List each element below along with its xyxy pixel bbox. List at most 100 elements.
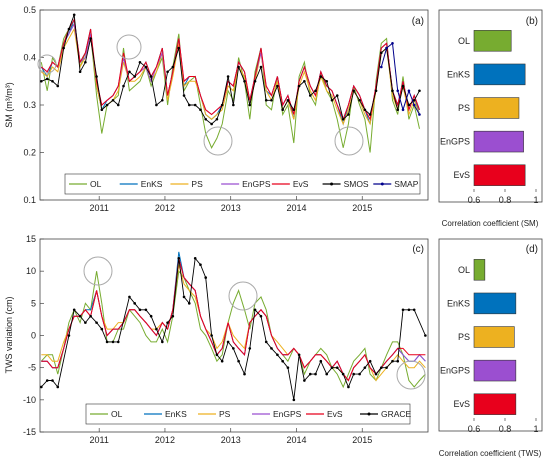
y-tick-label: -10 <box>23 395 36 405</box>
data-point-smos <box>368 113 372 116</box>
x-tick-label: 2013 <box>221 203 241 213</box>
y-tick-label: 0.1 <box>23 195 36 205</box>
data-point-smos <box>276 84 279 88</box>
data-point-grace <box>67 334 71 337</box>
data-point-smap <box>380 65 383 69</box>
data-point-smos <box>380 51 383 55</box>
data-point-grace <box>341 372 345 376</box>
data-point-grace <box>412 308 416 312</box>
data-point-smos <box>210 122 213 126</box>
data-point-grace <box>78 314 82 318</box>
legend-c <box>85 403 411 425</box>
data-point-smos <box>215 117 219 121</box>
highlight-circle <box>396 360 426 390</box>
data-point-smos <box>193 103 197 107</box>
data-point-smos <box>182 94 186 97</box>
bar-enks <box>473 63 526 86</box>
data-point-smos <box>116 103 120 107</box>
data-point-smos <box>297 84 301 88</box>
panel-b-sm-correlation: OL EnKS PS EnGPS EvS 0.6 0.8 1 (b) Correlation … <box>438 9 543 228</box>
bar-ol <box>473 259 486 281</box>
data-point-grace <box>149 314 153 318</box>
x-tick-label: 2013 <box>221 435 241 445</box>
data-point-smap <box>396 89 400 93</box>
data-point-grace <box>72 308 76 312</box>
x-tick-label: 2011 <box>90 435 109 445</box>
data-point-grace <box>166 321 169 324</box>
data-point-grace <box>138 308 142 312</box>
data-point-grace <box>330 366 334 369</box>
data-point-grace <box>111 340 115 344</box>
data-point-grace <box>314 372 317 376</box>
data-point-smap <box>407 89 411 93</box>
data-point-grace <box>325 372 329 376</box>
category-label-engps: EnGPS <box>440 366 470 376</box>
category-label-ol: OL <box>458 265 470 275</box>
data-point-grace <box>281 359 284 363</box>
category-label-ps: PS <box>458 103 470 113</box>
y-tick-label: 5 <box>31 298 36 308</box>
data-point-grace <box>253 308 257 312</box>
legend-marker <box>380 182 384 186</box>
x-tick-label: 0.8 <box>499 424 512 434</box>
legend-label-evs: EvS <box>293 179 309 189</box>
data-point-smos <box>335 94 339 97</box>
data-point-grace <box>177 257 181 260</box>
legend-label-evs: EvS <box>327 409 343 419</box>
data-point-smos <box>84 60 87 64</box>
data-point-smos <box>358 98 361 102</box>
legend-marker <box>330 182 334 186</box>
data-point-smos <box>264 98 268 102</box>
data-point-grace <box>95 321 98 324</box>
category-label-evs: EvS <box>453 399 470 409</box>
data-point-grace <box>248 347 252 350</box>
data-point-grace <box>237 359 240 363</box>
y-tick-label: 0.3 <box>23 100 36 110</box>
data-point-grace <box>116 340 120 344</box>
data-point-smos <box>89 37 92 40</box>
data-point-smos <box>314 89 317 93</box>
data-point-smos <box>363 108 367 112</box>
highlight-circle <box>203 126 233 156</box>
legend-label-engps: EnGPS <box>273 409 302 419</box>
series-line-evs <box>41 258 426 382</box>
data-point-grace <box>161 340 164 344</box>
data-point-smos <box>51 79 54 83</box>
data-point-grace <box>243 372 246 376</box>
category-label-ol: OL <box>458 36 470 46</box>
data-point-grace <box>352 372 355 376</box>
data-point-grace <box>396 359 400 363</box>
panel-label-a: (a) <box>412 16 424 27</box>
y-axis-label-a: SM (m³/m³) <box>4 82 14 127</box>
bar-ps <box>473 97 520 119</box>
legend-marker <box>367 412 371 416</box>
category-label-engps: EnGPS <box>440 137 470 147</box>
data-point-grace <box>401 308 405 312</box>
bar-evs <box>473 393 517 415</box>
x-tick-label: 2015 <box>352 435 372 445</box>
data-point-smos <box>133 75 136 78</box>
data-point-grace <box>380 366 383 369</box>
data-point-smap <box>401 108 405 112</box>
data-point-smos <box>95 75 98 78</box>
data-point-grace <box>105 340 109 344</box>
highlight-circle <box>334 126 364 156</box>
data-point-grace <box>270 347 273 350</box>
legend-label-ps: PS <box>219 409 231 419</box>
data-point-smos <box>401 84 405 88</box>
category-label-ps: PS <box>458 332 470 342</box>
highlight-circle <box>37 54 57 74</box>
data-point-grace <box>56 385 60 389</box>
y-tick-label: 0.5 <box>23 5 36 15</box>
legend-label-smap: SMAP <box>394 179 418 189</box>
data-point-grace <box>363 366 367 369</box>
data-point-grace <box>264 340 268 344</box>
data-point-smos <box>232 103 235 107</box>
bar-ol <box>473 30 512 52</box>
data-point-smos <box>308 94 312 97</box>
x-tick-label: 2015 <box>352 203 372 213</box>
data-point-grace <box>204 276 208 279</box>
x-tick-label: 2012 <box>155 435 175 445</box>
bar-evs <box>473 164 526 186</box>
